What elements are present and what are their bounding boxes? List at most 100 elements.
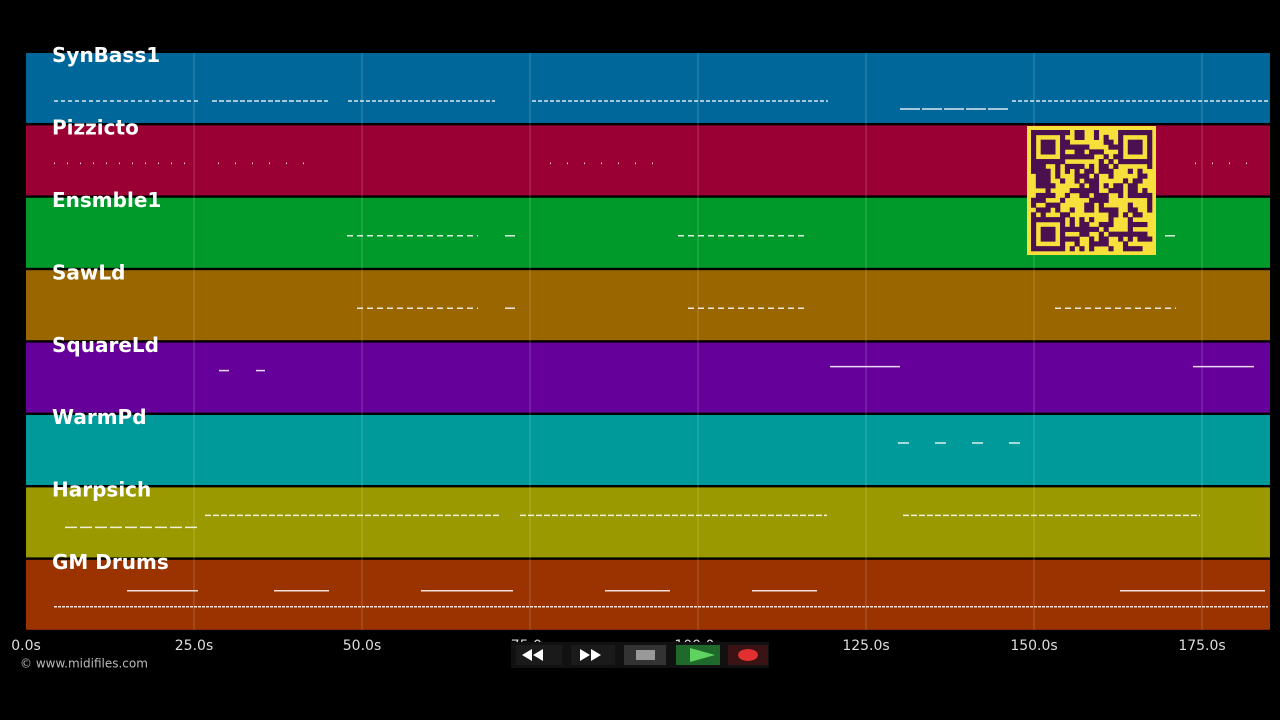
qr-module: [1108, 217, 1114, 223]
qr-module: [1084, 202, 1090, 208]
qr-module: [1055, 246, 1061, 252]
qr-module: [1122, 130, 1129, 136]
qr-module: [1147, 144, 1153, 150]
qr-module: [1147, 192, 1153, 199]
qr-module: [1040, 231, 1046, 237]
qr-module: [1031, 236, 1037, 242]
qr-module: [1031, 226, 1037, 232]
track-lane: [26, 342, 1270, 413]
qr-module: [1074, 178, 1080, 184]
qr-module: [1137, 144, 1143, 150]
qr-module: [1132, 246, 1138, 252]
rewind-button[interactable]: [516, 645, 562, 665]
qr-module: [1060, 139, 1066, 145]
qr-module: [1079, 149, 1085, 155]
qr-module: [1055, 159, 1061, 165]
qr-module: [1084, 226, 1090, 232]
qr-module: [1069, 246, 1075, 252]
play-button[interactable]: [676, 645, 720, 665]
qr-module: [1098, 231, 1104, 237]
qr-module: [1045, 183, 1051, 189]
qr-module: [1098, 192, 1104, 199]
qr-module: [1079, 154, 1085, 160]
qr-module: [1113, 188, 1119, 194]
qr-module: [1093, 188, 1100, 194]
qr-module: [1040, 246, 1046, 252]
qr-module: [1098, 207, 1104, 213]
qr-module: [1127, 207, 1133, 213]
qr-module: [1069, 226, 1075, 232]
qr-module: [1089, 168, 1095, 174]
qr-module: [1147, 139, 1153, 145]
qr-module: [1127, 149, 1133, 155]
qr-module: [1045, 149, 1051, 155]
qr-module: [1093, 183, 1100, 189]
qr-module: [1098, 197, 1104, 203]
qr-module: [1050, 236, 1056, 242]
qr-module: [1074, 168, 1080, 174]
track-name: WarmPd: [52, 405, 147, 429]
qr-module: [1093, 241, 1100, 247]
qr-module: [1118, 134, 1124, 140]
qr-module: [1069, 163, 1075, 170]
qr-module: [1035, 183, 1041, 189]
qr-module: [1045, 202, 1051, 208]
qr-module: [1060, 154, 1066, 160]
qr-module: [1079, 217, 1085, 223]
qr-module: [1040, 207, 1046, 213]
qr-module: [1127, 217, 1133, 223]
qr-module: [1040, 159, 1046, 165]
qr-module: [1031, 241, 1037, 247]
stop-button[interactable]: [624, 645, 666, 665]
qr-module: [1050, 183, 1056, 189]
qr-module: [1127, 144, 1133, 150]
qr-module: [1045, 139, 1051, 145]
qr-module: [1118, 188, 1124, 194]
qr-module: [1113, 144, 1119, 150]
qr-module: [1055, 217, 1061, 223]
qr-module: [1137, 139, 1143, 145]
qr-module: [1098, 221, 1104, 228]
qr-module: [1084, 144, 1090, 150]
qr-module: [1084, 168, 1090, 174]
forward-button[interactable]: [571, 645, 615, 665]
qr-module: [1118, 139, 1124, 145]
qr-module: [1060, 241, 1066, 247]
qr-module: [1079, 173, 1085, 179]
qr-module: [1045, 217, 1051, 223]
qr-module: [1127, 246, 1133, 252]
record-button[interactable]: [728, 645, 768, 665]
qr-module: [1045, 168, 1051, 174]
qr-module: [1069, 217, 1075, 223]
qr-module: [1118, 183, 1124, 189]
qr-module: [1079, 163, 1085, 170]
qr-module: [1108, 188, 1114, 194]
qr-module: [1113, 207, 1119, 213]
qr-code: [1027, 126, 1156, 255]
qr-module: [1089, 197, 1095, 203]
qr-module: [1064, 144, 1071, 150]
qr-module: [1031, 197, 1037, 203]
qr-module: [1089, 241, 1095, 247]
qr-module: [1122, 241, 1129, 247]
qr-module: [1060, 236, 1066, 242]
play-icon: [690, 648, 715, 662]
qr-module: [1074, 226, 1080, 232]
qr-module: [1093, 130, 1100, 136]
qr-module: [1118, 159, 1124, 165]
qr-module: [1079, 188, 1085, 194]
qr-module: [1031, 217, 1037, 223]
qr-module: [1055, 207, 1061, 213]
qr-module: [1031, 163, 1037, 170]
qr-module: [1103, 192, 1109, 199]
qr-module: [1132, 149, 1138, 155]
qr-module: [1035, 168, 1041, 174]
qr-module: [1142, 173, 1148, 179]
qr-module: [1035, 163, 1041, 170]
qr-module: [1118, 130, 1124, 136]
qr-module: [1103, 168, 1109, 174]
time-label: 25.0s: [175, 638, 213, 654]
qr-module: [1108, 246, 1114, 252]
qr-module: [1108, 231, 1114, 237]
